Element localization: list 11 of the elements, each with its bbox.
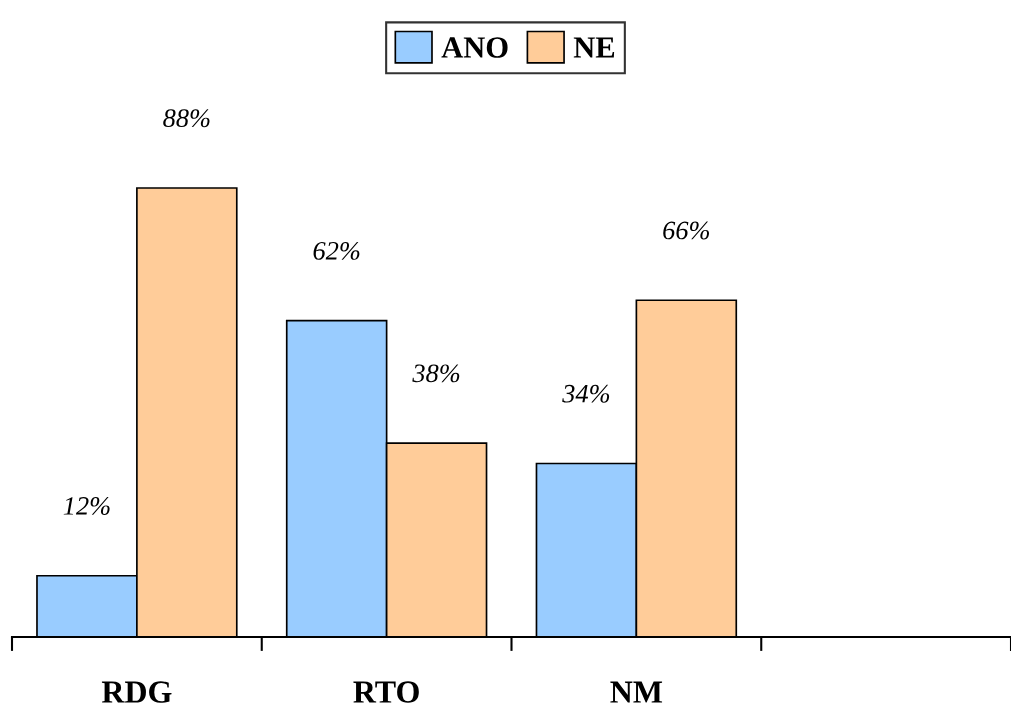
x-tick-label: RTO (353, 681, 419, 703)
x-tick-label: RDG (101, 681, 172, 703)
legend-label: NE (573, 37, 615, 58)
legend-label: ANO (441, 37, 508, 58)
data-label: 88% (163, 109, 210, 128)
data-label: 38% (412, 364, 460, 383)
x-tick-label: NM (610, 681, 663, 703)
data-label: 62% (313, 241, 360, 260)
data-label: 34% (562, 384, 610, 403)
data-label: 12% (63, 497, 110, 515)
data-label: 66% (663, 221, 710, 240)
